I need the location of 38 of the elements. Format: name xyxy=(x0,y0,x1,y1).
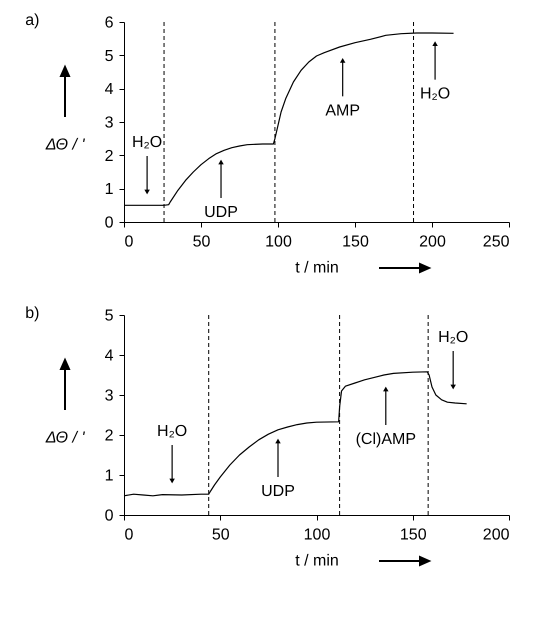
x-tick-label: 100 xyxy=(304,526,330,544)
y-tick-label: 3 xyxy=(104,114,114,132)
annotation: UDP xyxy=(204,204,238,221)
y-axis-title: ΔΘ / ' xyxy=(44,136,86,154)
x-tick-label: 200 xyxy=(482,526,510,544)
y-tick-label: 1 xyxy=(104,468,114,484)
chart-title: a) xyxy=(25,12,40,29)
x-tick-label: 200 xyxy=(419,234,446,250)
y-tick-label: 5 xyxy=(104,308,114,324)
annotation: H₂O xyxy=(420,86,450,103)
x-axis-title: t / min xyxy=(295,260,339,276)
y-tick-label: 2 xyxy=(104,148,114,165)
annotation: H₂O xyxy=(438,329,468,346)
annotation: H₂O xyxy=(157,423,188,440)
chart-title: b) xyxy=(25,305,40,322)
y-tick-label: 1 xyxy=(104,181,114,198)
x-axis-title: t / min xyxy=(295,552,339,570)
y-tick-label: 6 xyxy=(104,14,114,32)
x-tick-label: 50 xyxy=(192,234,210,250)
x-tick-label: 0 xyxy=(124,234,134,250)
x-tick-label: 50 xyxy=(212,526,230,544)
x-tick-label: 250 xyxy=(482,234,510,250)
y-tick-label: 4 xyxy=(104,348,114,364)
y-tick-label: 2 xyxy=(104,428,114,444)
y-tick-label: 0 xyxy=(104,508,114,524)
x-tick-label: 0 xyxy=(124,526,134,544)
y-tick-label: 3 xyxy=(104,388,114,404)
x-tick-label: 150 xyxy=(400,526,427,544)
annotation: UDP xyxy=(261,483,295,500)
annotation: AMP xyxy=(325,102,360,120)
annotation: (Cl)AMP xyxy=(356,431,416,448)
y-axis-title: ΔΘ / ' xyxy=(44,430,86,446)
x-tick-label: 150 xyxy=(342,234,369,250)
y-tick-label: 4 xyxy=(104,81,114,98)
annotation: H₂O xyxy=(132,134,162,151)
x-tick-label: 100 xyxy=(265,234,292,250)
y-tick-label: 5 xyxy=(104,48,114,65)
y-tick-label: 0 xyxy=(104,214,114,232)
